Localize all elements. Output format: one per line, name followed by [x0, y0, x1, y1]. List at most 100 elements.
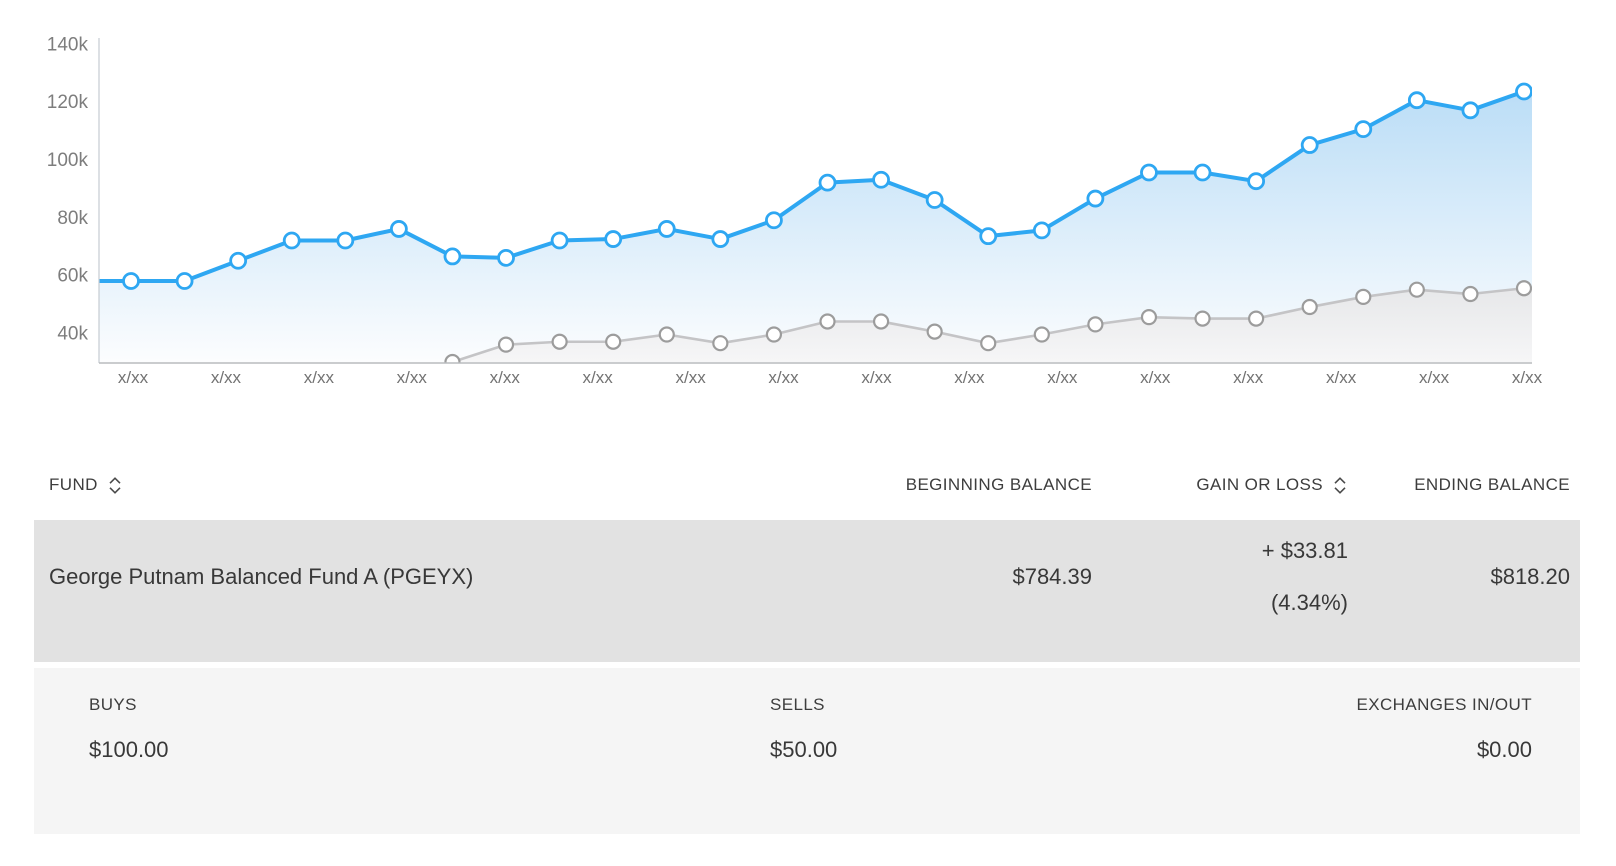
ending-balance-marker: [818, 173, 837, 192]
fund-table: FUND BEGINNING BALANCE GAIN OR LOSS ENDI…: [34, 467, 1580, 834]
y-axis-tick-label: 120k: [47, 92, 89, 113]
y-axis-tick-label: 80k: [57, 208, 88, 229]
beginning-balance-marker: [980, 335, 997, 352]
ending-balance-marker: [979, 227, 998, 246]
plot-area: [99, 82, 1532, 364]
beginning-balance-marker: [819, 313, 836, 330]
ending-balance-marker: [1247, 172, 1266, 191]
beginning-balance-line: [452, 286, 1532, 364]
x-axis-tick-label: x/xx: [118, 368, 149, 387]
beginning-balance-marker: [1462, 285, 1479, 303]
column-header-gain-or-loss[interactable]: GAIN OR LOSS: [1092, 475, 1348, 495]
beginning-balance-marker: [1515, 280, 1532, 297]
gain-percent: (4.34%): [1270, 590, 1348, 615]
x-axis-tick-label: x/xx: [397, 368, 428, 387]
ending-balance-marker: [282, 231, 301, 250]
x-axis-tick-label: x/xx: [675, 368, 706, 387]
beginning-balance-marker: [658, 326, 675, 343]
beginning-balance-marker: [444, 353, 461, 364]
fund-header-label: FUND: [49, 475, 98, 494]
column-header-beginning-balance: BEGINNING BALANCE: [905, 475, 1092, 494]
ending-balance-marker: [765, 211, 783, 230]
beginning-balance-marker: [1194, 310, 1211, 327]
ending-balance-marker: [1086, 189, 1105, 208]
ending-balance-marker: [443, 247, 462, 266]
sort-icon[interactable]: [1332, 476, 1348, 495]
fund-table-row[interactable]: George Putnam Balanced Fund A (PGEYX) $7…: [34, 520, 1580, 662]
ending-balance-value: $818.20: [1490, 564, 1570, 589]
beginning-balance-marker: [1408, 281, 1425, 298]
x-axis-tick-label: x/xx: [1047, 368, 1078, 387]
fund-table-header: FUND BEGINNING BALANCE GAIN OR LOSS ENDI…: [34, 467, 1580, 503]
y-axis-tick-label: 40k: [57, 324, 88, 345]
beginning-balance-marker: [497, 336, 515, 353]
y-axis-tick-label: 60k: [57, 266, 88, 287]
beginning-balance-marker: [1140, 309, 1158, 326]
performance-chart-svg: 140k 120k 100k 80k 60k 40k x/xx x/xx x/xx x/xx x/x…: [47, 34, 1543, 387]
ending-balance-marker: [122, 272, 140, 290]
buys-value: $100.00: [89, 737, 169, 762]
beginning-balance-marker: [1033, 326, 1050, 343]
ending-balance-marker: [604, 230, 623, 248]
ending-balance-marker: [925, 191, 944, 209]
sort-icon[interactable]: [107, 476, 123, 495]
x-axis-tick-label: x/xx: [583, 368, 614, 387]
transactions-summary: BUYS $100.00 SELLS $50.00 EXCHANGES IN/O…: [34, 668, 1580, 834]
ending-balance-marker: [1193, 163, 1212, 182]
x-axis-tick-label: x/xx: [768, 368, 799, 387]
ending-balance-marker: [389, 220, 408, 238]
buys-label: BUYS: [89, 695, 137, 714]
gain-or-loss-value: + $33.81 (4.34%): [1092, 525, 1348, 629]
beginning-balance-marker: [1087, 316, 1104, 333]
exchanges-value: $0.00: [1476, 737, 1532, 762]
gain-amount: + $33.81: [1261, 538, 1348, 563]
ending-balance-marker: [1354, 120, 1373, 139]
x-axis-tick-label: x/xx: [1326, 368, 1357, 387]
ending-balance-marker: [497, 248, 515, 267]
x-axis-tick-label: x/xx: [490, 368, 521, 387]
fund-name: George Putnam Balanced Fund A (PGEYX): [49, 564, 474, 589]
beginning-balance-value: $784.39: [1012, 564, 1092, 589]
beginning-balance-marker: [605, 333, 622, 350]
ending-balance-marker: [872, 170, 890, 189]
ending-balance-marker: [1407, 91, 1426, 110]
ending-balance-marker: [657, 220, 676, 238]
exchanges-label: EXCHANGES IN/OUT: [1356, 695, 1532, 714]
ending-balance-marker: [229, 251, 248, 270]
ending-balance-marker: [1300, 136, 1319, 154]
ending-balance-marker: [550, 231, 569, 250]
beginning-balance-marker: [1355, 288, 1372, 306]
beginning-balance-marker: [551, 333, 568, 350]
sells-block: SELLS $50.00: [770, 694, 837, 763]
x-axis-tick-label: x/xx: [1140, 368, 1171, 387]
y-axis-tick-label: 140k: [47, 34, 89, 55]
x-axis-tick-label: x/xx: [211, 368, 242, 387]
ending-balance-marker: [1140, 163, 1158, 182]
beginning-balance-marker: [1248, 310, 1265, 327]
x-axis-tick-label: x/xx: [304, 368, 335, 387]
sells-label: SELLS: [770, 695, 825, 714]
x-axis-tick-label: x/xx: [1512, 368, 1543, 387]
x-axis-tick-label: x/xx: [954, 368, 985, 387]
ending-balance-marker: [175, 272, 194, 290]
buys-block: BUYS $100.00: [89, 694, 169, 763]
sells-value: $50.00: [770, 737, 838, 762]
y-axis-tick-label: 100k: [47, 150, 89, 171]
fund-performance-chart: 140k 120k 100k 80k 60k 40k x/xx x/xx x/xx x/xx x/x…: [0, 0, 1616, 400]
beginning-balance-marker: [872, 313, 890, 330]
column-header-fund[interactable]: FUND: [49, 475, 772, 495]
ending-balance-area-fill: [99, 91, 1532, 363]
column-header-ending-balance: ENDING BALANCE: [1414, 475, 1570, 494]
ending-balance-marker: [711, 230, 730, 248]
ending-balance-marker: [336, 231, 355, 250]
beginning-balance-marker: [712, 335, 729, 352]
x-axis-tick-label: x/xx: [1233, 368, 1264, 387]
beginning-balance-marker: [765, 326, 783, 343]
x-axis-tick-label: x/xx: [861, 368, 892, 387]
beginning-balance-marker: [926, 323, 943, 340]
ending-balance-marker: [1515, 82, 1532, 101]
beginning-balance-marker: [1301, 298, 1318, 316]
gain-or-loss-header-label: GAIN OR LOSS: [1196, 475, 1323, 494]
exchanges-block: EXCHANGES IN/OUT $0.00: [1357, 694, 1532, 763]
ending-balance-marker: [1461, 101, 1480, 120]
